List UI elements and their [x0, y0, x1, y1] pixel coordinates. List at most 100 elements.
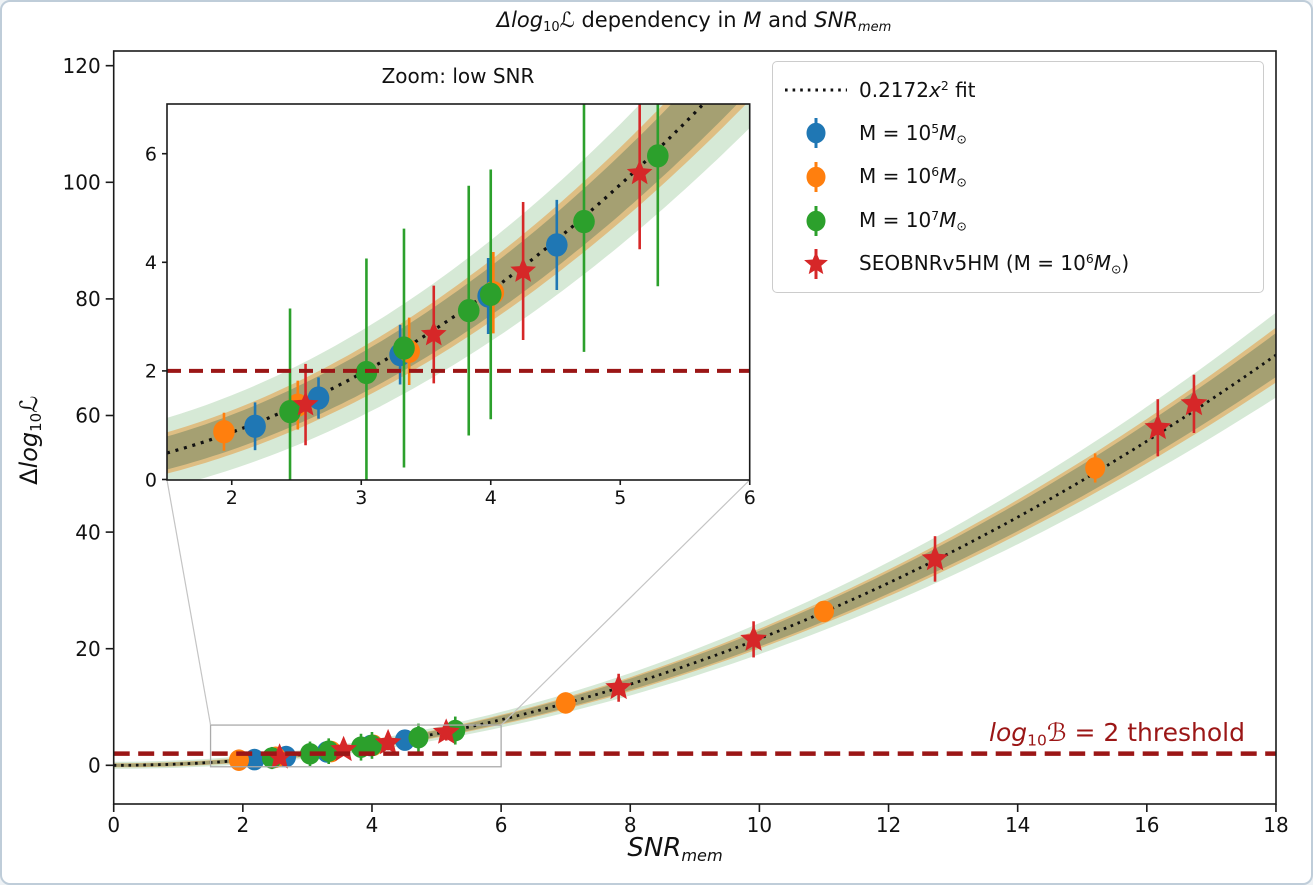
y-tick-label: 2	[145, 361, 157, 383]
data-point-circle	[408, 726, 429, 749]
data-point-circle	[393, 336, 415, 360]
band-overlap-core	[167, 104, 738, 470]
inset-title: Zoom: low SNR	[381, 64, 535, 88]
y-tick-label: 0	[88, 754, 101, 778]
circle-errorbar-legend-icon	[773, 159, 859, 195]
zoom-connector-left	[166, 479, 212, 726]
data-point-star	[374, 728, 402, 755]
data-point-star	[510, 257, 536, 282]
text-segment: log	[14, 431, 43, 469]
main-plot-area	[113, 312, 1277, 771]
text-segment: 10	[1027, 731, 1047, 750]
x-tick-label: 2	[236, 813, 249, 837]
legend-entry: M = 106M⊙	[773, 157, 1263, 197]
legend-entry: 0.2172x2 fit	[773, 70, 1263, 110]
text-segment: Δ	[496, 8, 512, 32]
legend-entry-label: M = 107M⊙	[859, 207, 967, 234]
y-tick-label: 0	[145, 469, 157, 491]
legend-entry-label: 0.2172x2 fit	[859, 77, 976, 102]
zoom-connector-right	[500, 479, 751, 726]
data-point-circle	[318, 740, 339, 762]
text-segment: ℬ	[1046, 718, 1067, 747]
x-tick-label: 0	[107, 813, 120, 837]
y-tick-label: 100	[63, 171, 101, 195]
inset-ticks: 2 3 4 5 6 0 2 4 6	[145, 144, 756, 509]
data-point-circle	[279, 399, 301, 424]
inset-plot-area	[167, 104, 750, 480]
series-3	[292, 104, 653, 446]
data-point-circle	[647, 144, 669, 168]
x-tick-label: 18	[1263, 813, 1288, 837]
data-point-circle	[479, 282, 502, 307]
chart-title: Δlog10ℒ dependency in M and SNRmem	[497, 8, 892, 35]
series-3	[266, 374, 1208, 769]
text-segment: M	[743, 8, 762, 32]
y-tick-label: 120	[63, 54, 101, 78]
text-segment: and	[761, 8, 815, 32]
data-point-circle	[457, 298, 480, 323]
data-point-star	[420, 321, 447, 346]
data-point-circle	[244, 414, 266, 438]
circle-errorbar-legend-icon	[773, 203, 859, 239]
main-frame	[112, 50, 1277, 805]
x-axis-label: SNRmem	[627, 833, 722, 865]
legend-entry-label: M = 106M⊙	[859, 164, 967, 190]
inset-frame	[166, 103, 751, 481]
y-tick-label: 20	[75, 637, 100, 661]
y-tick-label: 4	[145, 252, 157, 274]
x-tick-label: 14	[1005, 813, 1030, 837]
zoom-indicator-box	[209, 724, 502, 768]
text-segment: Δ	[14, 468, 43, 485]
x-tick-label: 4	[485, 487, 497, 509]
text-segment: log	[511, 8, 544, 32]
legend-entry: M = 105M⊙	[773, 113, 1263, 153]
x-tick-label: 16	[1134, 813, 1159, 837]
data-point-star	[626, 159, 653, 185]
text-segment: dependency in	[574, 8, 744, 32]
circle-errorbar-legend-icon	[773, 115, 859, 151]
x-tick-label: 6	[744, 487, 756, 509]
inset-axes: 2 3 4 5 6 0 2 4 6	[145, 103, 756, 509]
legend-entry-label: SEOBNRv5HM (M = 106M⊙)	[859, 251, 1130, 278]
text-segment: SNR	[814, 8, 858, 32]
data-point-circle	[555, 692, 576, 714]
data-point-circle	[573, 209, 595, 234]
y-tick-label: 6	[145, 144, 157, 166]
x-tick-label: 5	[614, 487, 626, 509]
x-tick-label: 3	[355, 487, 367, 509]
x-tick-label: 2	[226, 487, 238, 509]
legend-entry: SEOBNRv5HM (M = 106M⊙)	[773, 244, 1263, 284]
text-segment: mem	[681, 845, 723, 865]
x-tick-label: 6	[495, 813, 508, 837]
y-tick-label: 40	[75, 520, 100, 544]
data-point-star	[740, 625, 767, 651]
text-segment: SNR	[627, 833, 682, 863]
data-point-star	[266, 743, 293, 769]
data-point-star	[292, 391, 319, 416]
legend-entry-label: M = 105M⊙	[859, 120, 967, 147]
legend-entry: M = 107M⊙	[773, 201, 1263, 241]
text-segment: = 2 threshold	[1066, 718, 1246, 747]
series-2	[279, 104, 669, 480]
x-tick-label: 10	[747, 813, 772, 837]
data-point-circle	[1085, 457, 1106, 479]
data-point-star	[1180, 389, 1208, 416]
threshold-label: log10ℬ = 2 threshold	[989, 718, 1245, 750]
x-tick-label: 4	[366, 813, 379, 837]
data-point-circle	[545, 233, 568, 257]
data-point-star	[605, 673, 632, 700]
text-segment: 10	[27, 412, 46, 432]
text-segment: mem	[857, 19, 892, 35]
text-segment: ℒ	[559, 8, 575, 32]
text-segment: 10	[543, 19, 560, 35]
y-axis-label: Δlog10ℒ	[15, 385, 45, 495]
star-legend-icon	[773, 246, 859, 282]
legend-box: 0.2172x2 fit M = 105M⊙ M = 106M⊙ M = 107M⊙ S…	[772, 61, 1264, 293]
x-tick-label: 12	[876, 813, 901, 837]
text-segment: log	[989, 718, 1028, 747]
text-segment: ℒ	[14, 395, 43, 413]
y-tick-label: 60	[75, 404, 100, 428]
data-point-circle	[213, 420, 235, 444]
